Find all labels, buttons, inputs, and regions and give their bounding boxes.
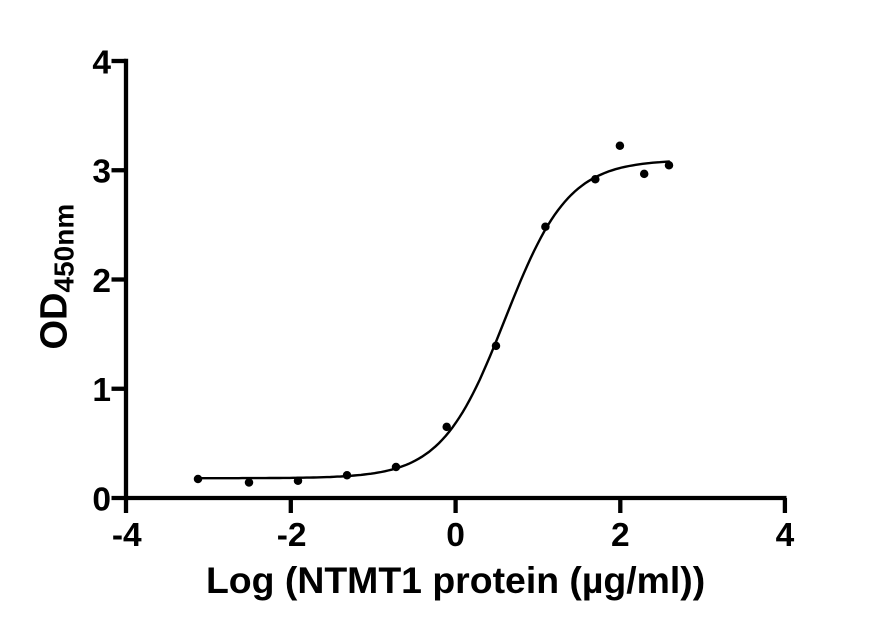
svg-text:0: 0 [92, 481, 111, 518]
svg-text:1: 1 [92, 372, 111, 409]
svg-text:4: 4 [776, 517, 795, 554]
svg-text:4: 4 [92, 44, 111, 81]
svg-text:2: 2 [611, 517, 630, 554]
svg-text:Log (NTMT1 protein (µg/ml)): Log (NTMT1 protein (µg/ml)) [206, 559, 705, 601]
svg-text:3: 3 [92, 154, 111, 191]
svg-text:-2: -2 [277, 517, 307, 554]
svg-text:2: 2 [92, 263, 111, 300]
svg-text:-4: -4 [112, 517, 142, 554]
svg-text:0: 0 [446, 517, 465, 554]
